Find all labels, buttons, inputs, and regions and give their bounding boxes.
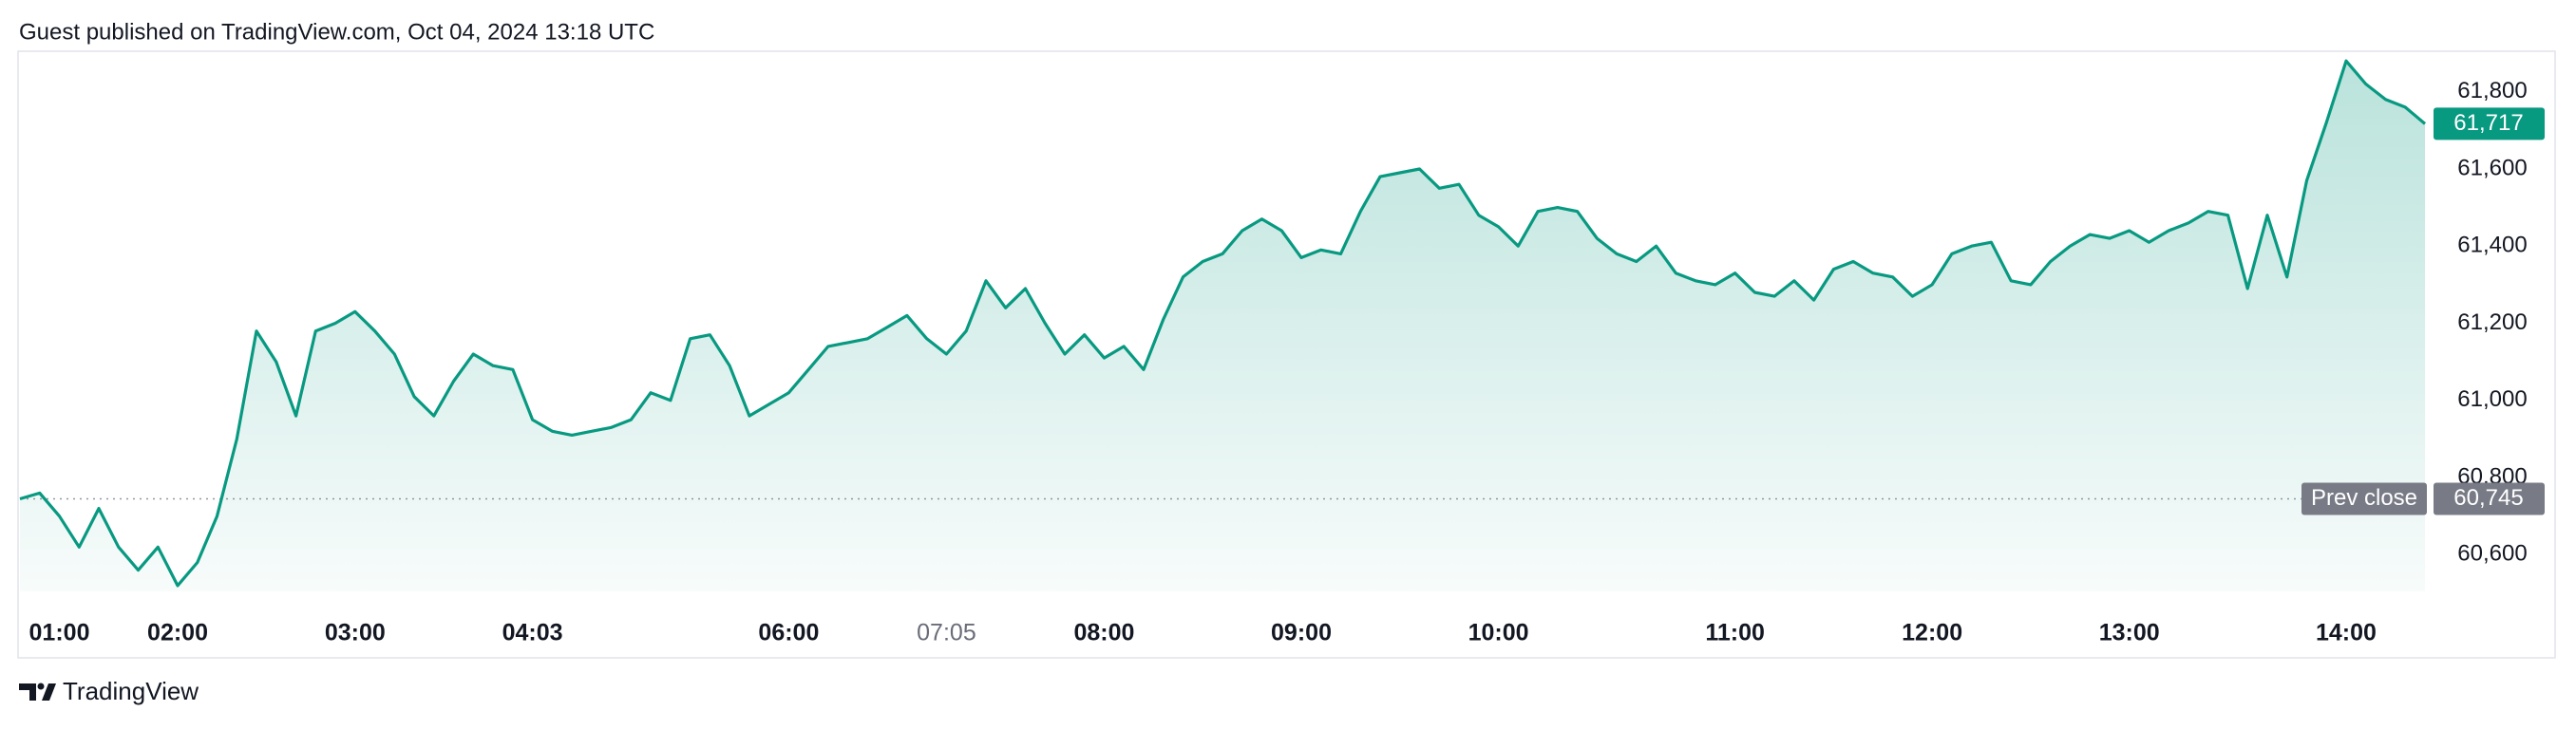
prev-close-label: 60,745 <box>2453 485 2523 511</box>
prev-close-name-box <box>2301 482 2427 515</box>
x-tick-label: 04:03 <box>502 620 563 646</box>
x-tick-label: 09:00 <box>1271 620 1332 646</box>
y-tick-label: 60,600 <box>2457 541 2527 567</box>
area-fill <box>20 61 2425 591</box>
header-text: Guest published on TradingView.com, Oct … <box>19 19 654 45</box>
brand-name: TradingView <box>63 677 199 705</box>
x-tick-label: 06:00 <box>758 620 819 646</box>
x-tick-label: 11:00 <box>1705 620 1765 646</box>
x-tick-label: 12:00 <box>1902 620 1962 646</box>
x-tick-label: 07:05 <box>917 620 976 646</box>
x-tick-label: 03:00 <box>325 620 386 646</box>
last-price-label: 61,717 <box>2453 110 2523 136</box>
last-price-badge <box>2434 107 2545 140</box>
brand-logo <box>19 683 56 701</box>
x-tick-label: 02:00 <box>147 620 208 646</box>
x-tick-label: 14:00 <box>2316 620 2377 646</box>
prev-close-name: Prev close <box>2311 485 2417 511</box>
x-tick-label: 13:00 <box>2099 620 2160 646</box>
y-tick-label: 61,600 <box>2457 155 2527 180</box>
price-line <box>19 59 2427 588</box>
prev-close-badge <box>2434 482 2545 515</box>
y-tick-label: 61,000 <box>2457 386 2527 412</box>
y-tick-label: 61,400 <box>2457 233 2527 258</box>
x-tick-label: 08:00 <box>1073 620 1134 646</box>
x-tick-label: 10:00 <box>1468 620 1529 646</box>
x-tick-label: 01:00 <box>29 620 90 646</box>
y-tick-label: 61,200 <box>2457 309 2527 335</box>
chart-frame <box>17 50 2556 659</box>
y-tick-label: 61,800 <box>2457 78 2527 103</box>
